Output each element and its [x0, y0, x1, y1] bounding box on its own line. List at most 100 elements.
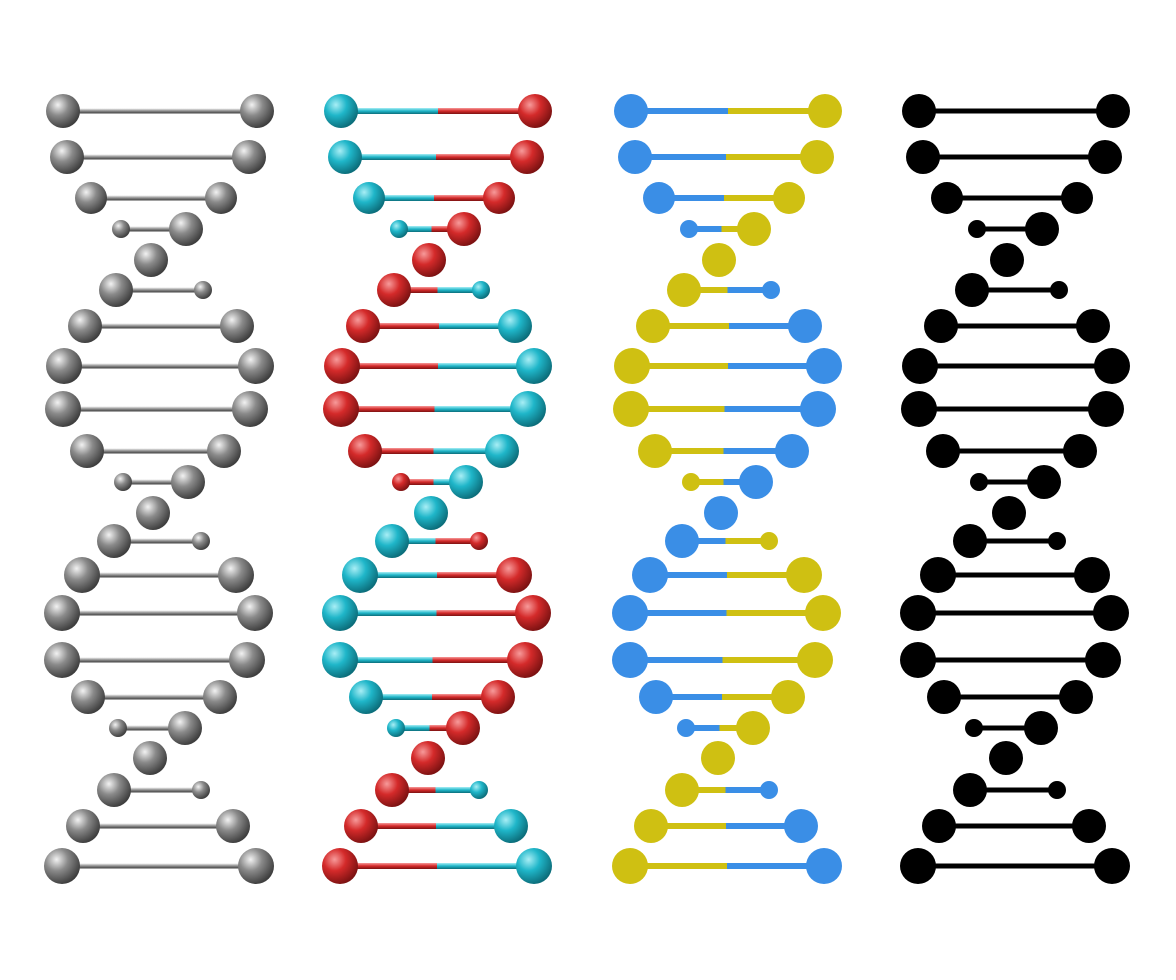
- base-pair: [906, 140, 1122, 174]
- base-pair: [64, 557, 254, 593]
- hydrogen-bond-left: [630, 610, 727, 616]
- hydrogen-bond-right: [157, 787, 201, 793]
- hydrogen-bond-left: [62, 610, 159, 616]
- nucleotide-node: [965, 719, 983, 737]
- base-pair: [109, 711, 202, 745]
- nucleotide-node: [507, 642, 543, 678]
- hydrogen-bond-right: [159, 572, 236, 578]
- hydrogen-bond-left: [345, 154, 436, 160]
- nucleotide-node: [194, 281, 212, 299]
- hydrogen-bond-left: [340, 863, 437, 869]
- hydrogen-bond-left: [392, 787, 436, 793]
- nucleotide-node: [346, 309, 380, 343]
- nucleotide-node: [518, 94, 552, 128]
- nucleotide-node: [618, 140, 652, 174]
- nucleotide-node: [390, 220, 408, 238]
- hydrogen-bond-left: [655, 448, 724, 454]
- hydrogen-bond-right: [435, 538, 479, 544]
- base-pair: [665, 524, 778, 558]
- nucleotide-node: [349, 680, 383, 714]
- nucleotide-node: [238, 848, 274, 884]
- nucleotide-node: [1059, 680, 1093, 714]
- nucleotide-node: [323, 391, 359, 427]
- nucleotide-node: [643, 182, 675, 214]
- hydrogen-bond-right: [432, 694, 498, 700]
- nucleotide-node: [470, 781, 488, 799]
- hydrogen-bond-left: [650, 572, 727, 578]
- hydrogen-bond-right: [724, 406, 818, 412]
- nucleotide-node: [136, 496, 170, 530]
- nucleotide-node: [99, 273, 133, 307]
- hydrogen-bond-right: [159, 287, 203, 293]
- nucleotide-node: [109, 719, 127, 737]
- base-pair: [614, 94, 842, 128]
- hydrogen-bond-left: [631, 406, 725, 412]
- nucleotide-node: [353, 182, 385, 214]
- hydrogen-bond-left: [366, 694, 432, 700]
- nucleotide-node: [739, 465, 773, 499]
- nucleotide-node: [324, 348, 360, 384]
- base-pair: [348, 434, 519, 468]
- nucleotide-node: [515, 595, 551, 631]
- nucleotide-node: [760, 532, 778, 550]
- base-pair: [134, 243, 168, 277]
- hydrogen-bond-right: [1015, 572, 1092, 578]
- base-pair: [349, 680, 515, 714]
- hydrogen-bond-left: [689, 226, 722, 232]
- nucleotide-node: [218, 557, 254, 593]
- nucleotide-node: [46, 348, 82, 384]
- hydrogen-bond-left: [682, 538, 726, 544]
- helix-gray: [44, 94, 274, 884]
- hydrogen-bond-left: [365, 448, 434, 454]
- hydrogen-bond-left: [918, 863, 1015, 869]
- hydrogen-bond-right: [438, 363, 534, 369]
- nucleotide-node: [449, 465, 483, 499]
- hydrogen-bond-right: [155, 448, 224, 454]
- nucleotide-node: [348, 434, 382, 468]
- hydrogen-bond-left: [123, 479, 156, 485]
- nucleotide-node: [806, 348, 842, 384]
- base-pair: [133, 741, 167, 775]
- hydrogen-bond-right: [154, 657, 247, 663]
- nucleotide-node: [66, 809, 100, 843]
- hydrogen-bond-left: [118, 725, 152, 731]
- nucleotide-node: [1094, 848, 1130, 884]
- base-pair: [324, 94, 552, 128]
- hydrogen-bond-left: [62, 863, 159, 869]
- nucleotide-node: [773, 182, 805, 214]
- nucleotide-node: [238, 348, 274, 384]
- hydrogen-bond-right: [154, 694, 220, 700]
- base-pair: [71, 680, 237, 714]
- base-pair: [643, 182, 805, 214]
- hydrogen-bond-left: [684, 287, 728, 293]
- nucleotide-node: [902, 94, 936, 128]
- base-pair: [965, 711, 1058, 745]
- base-pair: [924, 309, 1110, 343]
- hydrogen-bond-right: [433, 448, 502, 454]
- base-pair: [353, 182, 515, 214]
- nucleotide-node: [701, 741, 735, 775]
- hydrogen-bond-right: [724, 195, 789, 201]
- hydrogen-bond-right: [728, 363, 824, 369]
- nucleotide-node: [134, 243, 168, 277]
- hydrogen-bond-right: [723, 448, 792, 454]
- nucleotide-node: [632, 557, 668, 593]
- base-pair: [953, 524, 1066, 558]
- nucleotide-node: [322, 642, 358, 678]
- hydrogen-bond-left: [82, 572, 159, 578]
- hydrogen-bond-right: [160, 108, 257, 114]
- hydrogen-bond-right: [1013, 538, 1057, 544]
- base-pair: [639, 680, 805, 714]
- nucleotide-node: [639, 680, 673, 714]
- hydrogen-bond-right: [1011, 448, 1080, 454]
- nucleotide-node: [1096, 94, 1130, 128]
- base-pair: [136, 496, 170, 530]
- base-pair: [900, 848, 1130, 884]
- nucleotide-node: [446, 711, 480, 745]
- nucleotide-node: [229, 642, 265, 678]
- nucleotide-node: [612, 848, 648, 884]
- nucleotide-node: [786, 557, 822, 593]
- base-pair: [114, 465, 205, 499]
- hydrogen-bond-left: [83, 823, 158, 829]
- hydrogen-bond-left: [340, 610, 437, 616]
